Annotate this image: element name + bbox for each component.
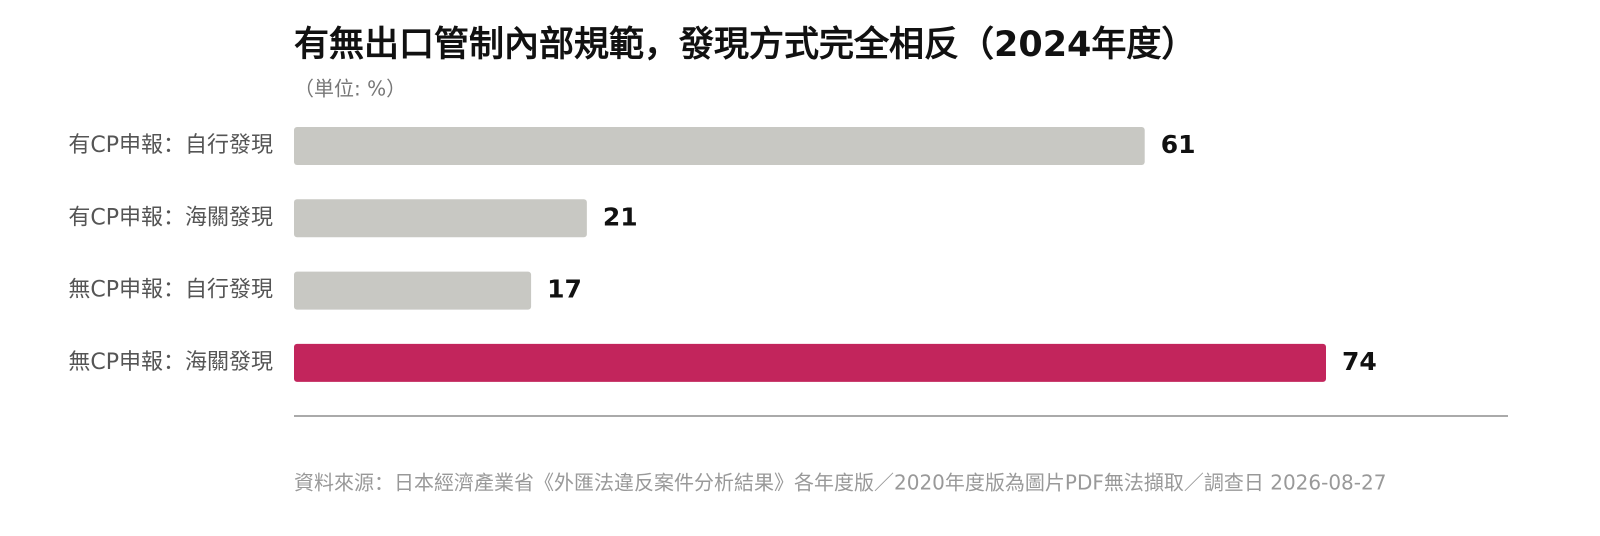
category-label: 有CP申報：自行發現 — [68, 133, 273, 158]
chart-title: 有無出口管制內部規範，發現方式完全相反（2024年度） — [294, 24, 1196, 65]
value-label: 21 — [603, 202, 638, 231]
source-note: 資料來源：日本經濟產業省《外匯法違反案件分析結果》各年度版／2020年度版為圖片… — [294, 471, 1386, 495]
bar — [294, 271, 532, 310]
category-label: 無CP申報：海關發現 — [68, 350, 273, 375]
value-label: 61 — [1161, 130, 1196, 159]
category-label: 有CP申報：海關發現 — [68, 205, 273, 230]
value-label: 74 — [1342, 347, 1377, 376]
value-label: 17 — [547, 275, 582, 304]
bar — [294, 343, 1326, 382]
chart-subtitle: （単位: %） — [294, 77, 406, 101]
bar — [294, 199, 587, 238]
category-label: 無CP申報：自行發現 — [68, 278, 273, 303]
bar — [294, 127, 1145, 165]
